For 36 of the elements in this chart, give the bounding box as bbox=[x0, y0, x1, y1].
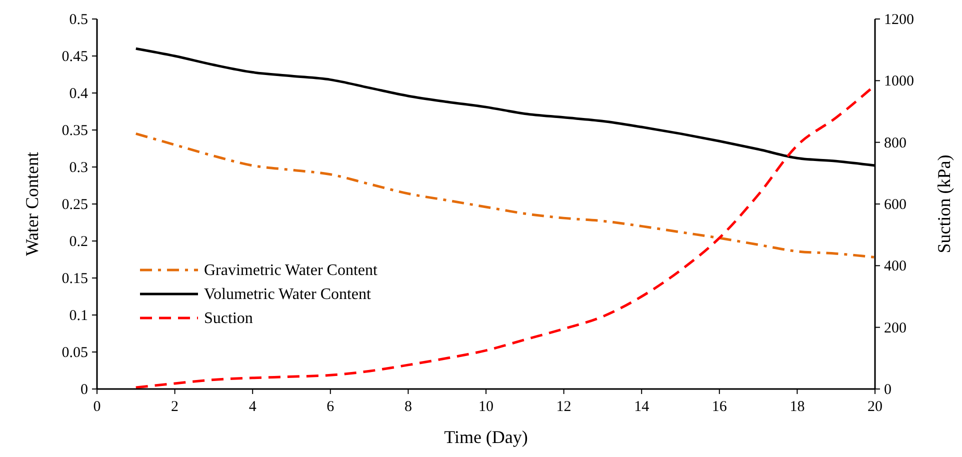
y2-tick-label: 600 bbox=[884, 197, 906, 213]
y-tick-label: 0.15 bbox=[62, 271, 88, 287]
legend-label: Suction bbox=[204, 310, 253, 327]
y-tick-label: 0.35 bbox=[62, 123, 88, 139]
y-axis-title: Water Content bbox=[22, 152, 42, 256]
x-tick-label: 4 bbox=[248, 399, 257, 415]
y-tick-label: 0.1 bbox=[69, 308, 88, 324]
legend-label: Gravimetric Water Content bbox=[204, 262, 378, 279]
x-tick-label: 0 bbox=[93, 399, 101, 415]
x-tick-label: 2 bbox=[171, 399, 179, 415]
x-axis-title: Time (Day) bbox=[444, 427, 528, 447]
x-tick-label: 6 bbox=[326, 399, 335, 415]
x-tick-label: 10 bbox=[478, 399, 494, 415]
y-tick-label: 0.25 bbox=[62, 197, 88, 213]
x-tick-label: 18 bbox=[790, 399, 805, 415]
line-series bbox=[134, 132, 876, 259]
y2-tick-label: 200 bbox=[884, 320, 906, 336]
y2-tick-label: 800 bbox=[884, 135, 906, 152]
legend-label: Volumetric Water Content bbox=[204, 286, 372, 303]
y-tick-label: 0.5 bbox=[69, 12, 88, 28]
y2-tick-label: 1200 bbox=[884, 12, 914, 28]
y-tick-label: 0.45 bbox=[62, 49, 88, 65]
y-tick-label: 0 bbox=[80, 382, 88, 398]
y2-tick-label: 400 bbox=[884, 258, 906, 275]
x-tick-label: 14 bbox=[634, 399, 650, 415]
x-tick-label: 12 bbox=[556, 399, 572, 415]
y-tick-label: 0.2 bbox=[69, 234, 88, 250]
y2-tick-label: 1000 bbox=[884, 74, 914, 90]
x-tick-label: 8 bbox=[404, 399, 412, 415]
y2-axis-title: Suction (kPa) bbox=[934, 154, 954, 254]
y-tick-label: 0.4 bbox=[69, 86, 88, 102]
x-tick-label: 16 bbox=[712, 399, 728, 415]
y2-tick-label: 0 bbox=[884, 382, 892, 398]
x-tick-label: 20 bbox=[868, 399, 882, 415]
y-tick-label: 0.3 bbox=[69, 160, 88, 176]
y-tick-label: 0.05 bbox=[62, 345, 88, 361]
